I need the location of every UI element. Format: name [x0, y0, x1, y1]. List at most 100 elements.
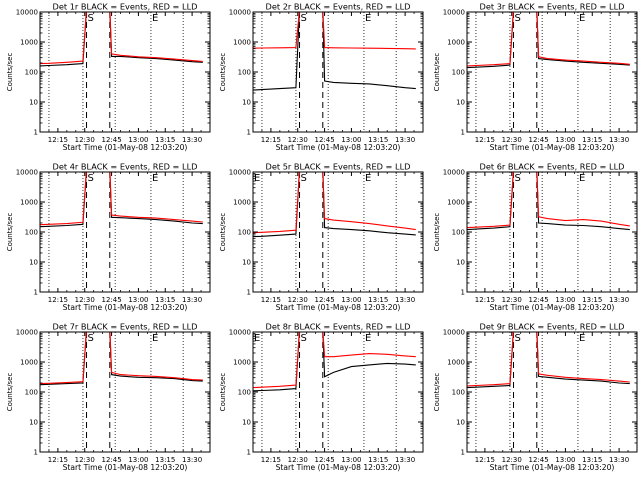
- y-tick-label: 100: [238, 389, 251, 397]
- x-tick-label: 12:15: [261, 136, 281, 144]
- marker-e: E: [152, 13, 158, 24]
- x-tick-label: 13:00: [128, 456, 148, 464]
- series-events: [40, 172, 203, 228]
- series-lld: [253, 12, 416, 50]
- x-tick-label: 12:30: [75, 456, 95, 464]
- y-tick-label: 100: [452, 229, 465, 237]
- plot-frame: [252, 331, 424, 453]
- panel-title: Det 8r BLACK = Events, RED = LLD: [266, 322, 411, 332]
- x-tick-label: 12:30: [75, 296, 95, 304]
- marker-e: E: [579, 173, 585, 184]
- x-tick-label: 12:45: [101, 456, 121, 464]
- marker-e: E: [152, 173, 158, 184]
- y-tick-label: 1: [247, 289, 251, 297]
- x-tick-label: 13:00: [555, 456, 575, 464]
- plot-frame: [466, 11, 638, 133]
- x-tick-label: 12:15: [475, 296, 495, 304]
- y-axis-label: Counts/sec: [219, 53, 227, 92]
- x-tick-label: 12:45: [314, 136, 334, 144]
- x-tick-label: 12:15: [475, 136, 495, 144]
- y-axis-label: Counts/sec: [6, 373, 14, 412]
- y-axis-label: Counts/sec: [433, 53, 441, 92]
- marker-s: S: [88, 333, 94, 344]
- y-tick-label: 1: [34, 289, 38, 297]
- panel-title: Det 1r BLACK = Events, RED = LLD: [53, 2, 198, 12]
- series-lld: [467, 332, 630, 387]
- y-tick-label: 1000: [20, 199, 38, 207]
- x-tick-label: 12:15: [48, 456, 68, 464]
- y-tick-label: 100: [25, 69, 38, 77]
- y-tick-label: 10: [29, 419, 38, 427]
- x-axis-label: Start Time (01-May-08 12:03:20): [276, 143, 401, 152]
- x-tick-label: 12:15: [261, 296, 281, 304]
- marker-s: S: [515, 333, 521, 344]
- x-tick-label: 13:00: [341, 456, 361, 464]
- x-axis-label: Start Time (01-May-08 12:03:20): [63, 303, 188, 312]
- y-tick-label: 10000: [229, 169, 251, 177]
- x-tick-label: 13:30: [395, 456, 415, 464]
- y-tick-label: 100: [238, 69, 251, 77]
- x-tick-label: 13:30: [182, 136, 202, 144]
- x-tick-label: 13:15: [582, 136, 602, 144]
- x-axis-label: Start Time (01-May-08 12:03:20): [276, 303, 401, 312]
- marker-s: S: [301, 333, 307, 344]
- series-events: [253, 332, 416, 392]
- marker-e: E: [365, 333, 371, 344]
- x-axis-label: Start Time (01-May-08 12:03:20): [63, 463, 188, 472]
- y-tick-label: 1000: [447, 39, 465, 47]
- series-events: [467, 332, 630, 389]
- y-tick-label: 1: [247, 129, 251, 137]
- x-tick-label: 13:30: [182, 296, 202, 304]
- y-tick-label: 1: [461, 449, 465, 457]
- series-events: [40, 332, 203, 386]
- x-tick-label: 12:45: [314, 456, 334, 464]
- y-axis-label: Counts/sec: [6, 53, 14, 92]
- x-tick-label: 12:15: [48, 296, 68, 304]
- x-tick-label: 12:45: [101, 136, 121, 144]
- marker-e: E: [152, 333, 158, 344]
- series-events: [467, 12, 630, 69]
- y-tick-label: 10000: [229, 329, 251, 337]
- marker-s: S: [88, 13, 94, 24]
- x-tick-label: 13:00: [555, 296, 575, 304]
- y-tick-label: 10: [29, 259, 38, 267]
- y-tick-label: 100: [452, 389, 465, 397]
- marker-s: S: [515, 173, 521, 184]
- x-tick-label: 13:30: [395, 136, 415, 144]
- x-tick-label: 12:45: [528, 136, 548, 144]
- marker-e: E: [365, 173, 371, 184]
- panel-title: Det 3r BLACK = Events, RED = LLD: [480, 2, 625, 12]
- panel-title: Det 9r BLACK = Events, RED = LLD: [480, 322, 625, 332]
- y-tick-label: 10: [29, 99, 38, 107]
- x-tick-label: 13:15: [368, 456, 388, 464]
- marker-s: S: [88, 173, 94, 184]
- y-tick-label: 100: [25, 229, 38, 237]
- y-axis-label: Counts/sec: [433, 213, 441, 252]
- y-axis-label: Counts/sec: [219, 213, 227, 252]
- plot-frame: [39, 171, 211, 293]
- x-tick-label: 13:30: [609, 456, 629, 464]
- series-lld: [253, 332, 416, 389]
- series-events: [253, 12, 416, 91]
- panel-title: Det 6r BLACK = Events, RED = LLD: [480, 162, 625, 172]
- marker-e: E: [254, 333, 260, 344]
- y-tick-label: 10000: [229, 9, 251, 17]
- x-tick-label: 13:30: [395, 296, 415, 304]
- series-events: [40, 12, 203, 67]
- y-tick-label: 1000: [233, 359, 251, 367]
- y-tick-label: 1: [461, 289, 465, 297]
- y-tick-label: 10: [242, 259, 251, 267]
- y-tick-label: 10000: [16, 169, 38, 177]
- x-axis-label: Start Time (01-May-08 12:03:20): [490, 303, 615, 312]
- marker-e: E: [365, 13, 371, 24]
- series-lld: [40, 12, 203, 65]
- plot-frame: [466, 171, 638, 293]
- y-tick-label: 1: [34, 129, 38, 137]
- y-tick-label: 10: [242, 419, 251, 427]
- y-tick-label: 1000: [20, 359, 38, 367]
